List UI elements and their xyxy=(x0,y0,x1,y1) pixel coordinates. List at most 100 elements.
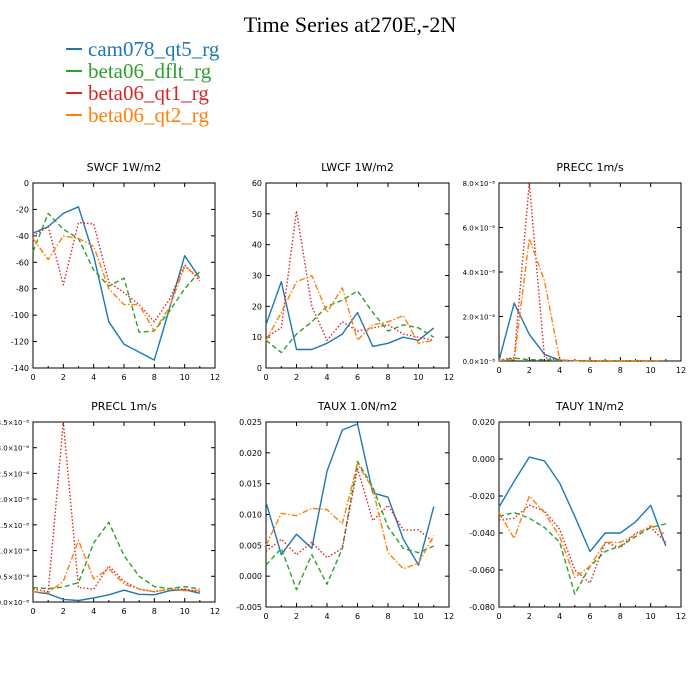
x-tick-label: 8 xyxy=(152,607,157,616)
x-tick-label: 0 xyxy=(30,607,35,616)
series-line-beta06_dflt_rg xyxy=(265,460,435,591)
y-tick-label: 2.0×10⁻⁸ xyxy=(463,314,496,322)
plot-frame xyxy=(32,182,216,369)
x-tick-label: 4 xyxy=(557,366,562,375)
series-line-beta06_dflt_rg xyxy=(32,212,201,333)
x-tick-label: 8 xyxy=(618,612,623,621)
x-tick-label: 12 xyxy=(676,612,686,621)
legend-label: beta06_qt2_rg xyxy=(88,103,209,127)
x-tick-label: 0 xyxy=(496,612,501,621)
y-tick-label: -100 xyxy=(11,311,29,320)
y-tick-label: 0.5×10⁻⁸ xyxy=(0,573,29,581)
series-line-beta06_qt1_rg xyxy=(32,221,201,323)
x-tick-label: 6 xyxy=(121,607,126,616)
x-tick-label: 12 xyxy=(210,373,220,382)
y-tick-label: 20 xyxy=(252,302,262,311)
legend: cam078_qt5_rg beta06_dflt_rg beta06_qt1_… xyxy=(66,38,219,126)
y-tick-label: 0 xyxy=(257,364,262,373)
x-tick-label: 10 xyxy=(180,373,190,382)
y-tick-label: 10 xyxy=(252,333,262,342)
y-tick-label: -120 xyxy=(11,338,29,347)
chart-panel: LWCF 1W/m2 0 2 4 6 8 10 12 0 10 20 30 40 50 60 xyxy=(252,161,454,382)
series-line-cam078_qt5_rg xyxy=(265,423,435,566)
x-tick-label: 10 xyxy=(646,366,656,375)
panel-title: PRECC 1m/s xyxy=(556,161,624,174)
legend-item: beta06_qt2_rg xyxy=(66,104,219,126)
y-tick-label: 0.010 xyxy=(239,511,262,520)
x-tick-label: 6 xyxy=(121,373,126,382)
chart-panel: TAUX 1.0N/m2 0 2 4 6 8 10 12 -0.005 0.000 0.005 0.0… xyxy=(236,400,454,621)
panel-title: TAUY 1N/m2 xyxy=(555,400,624,413)
x-tick-label: 2 xyxy=(294,612,299,621)
y-tick-label: -80 xyxy=(16,285,29,294)
y-tick-label: 0.0×10⁻⁸ xyxy=(0,599,29,607)
y-tick-label: 3.0×10⁻⁸ xyxy=(0,445,29,453)
y-tick-label: 2.5×10⁻⁸ xyxy=(0,470,29,478)
chart-panel: SWCF 1W/m2 0 2 4 6 8 10 12 -140 -120 -100 -80 -60 -40… xyxy=(11,161,220,382)
x-tick-label: 10 xyxy=(646,612,656,621)
y-tick-label: 0.025 xyxy=(239,418,262,427)
x-tick-label: 2 xyxy=(61,373,66,382)
x-tick-label: 4 xyxy=(91,607,96,616)
legend-label: beta06_dflt_rg xyxy=(88,59,212,83)
y-tick-label: 6.0×10⁻⁸ xyxy=(463,225,496,233)
x-tick-label: 8 xyxy=(385,612,390,621)
x-tick-label: 8 xyxy=(385,373,390,382)
y-tick-label: -60 xyxy=(16,258,29,267)
series-line-beta06_dflt_rg xyxy=(32,521,200,590)
y-tick-label: 30 xyxy=(252,272,262,281)
series-line-cam078_qt5_rg xyxy=(265,281,435,351)
chart-panel: PRECC 1m/s 0 2 4 6 8 10 12 0.0×10⁻⁸ 2.0×10⁻⁸ 4.0×1… xyxy=(463,161,687,375)
legend-label: cam078_qt5_rg xyxy=(88,37,220,61)
x-tick-label: 6 xyxy=(587,612,592,621)
y-tick-label: -40 xyxy=(16,232,29,241)
series-line-cam078_qt5_rg xyxy=(32,206,201,361)
x-tick-label: 6 xyxy=(587,366,592,375)
x-tick-label: 10 xyxy=(413,612,423,621)
series-line-beta06_qt2_rg xyxy=(265,463,435,570)
plot-frame xyxy=(498,182,682,362)
x-tick-label: 0 xyxy=(263,612,268,621)
series-line-beta06_qt1_rg xyxy=(265,467,435,559)
y-tick-label: 8.0×10⁻⁸ xyxy=(463,180,496,188)
y-tick-label: 0.020 xyxy=(472,418,495,427)
y-tick-label: -0.060 xyxy=(469,566,495,575)
panel-title: TAUX 1.0N/m2 xyxy=(317,400,398,413)
x-tick-label: 4 xyxy=(324,612,329,621)
series-line-cam078_qt5_rg xyxy=(498,456,667,553)
y-tick-label: -0.005 xyxy=(236,603,262,612)
x-tick-label: 10 xyxy=(413,373,423,382)
x-tick-label: 2 xyxy=(61,607,66,616)
chart-panel: PRECL 1m/s 0 2 4 6 8 10 12 0.0×10⁻⁸ 0.5×10⁻⁸ 1.0×1… xyxy=(0,400,220,616)
series-line-beta06_qt1_rg xyxy=(498,182,666,362)
y-tick-label: 1.0×10⁻⁸ xyxy=(0,548,29,556)
y-tick-label: 3.5×10⁻⁸ xyxy=(0,419,29,427)
legend-line-icon xyxy=(66,92,82,94)
y-tick-label: 0.005 xyxy=(239,541,262,550)
y-tick-label: 0.020 xyxy=(239,449,262,458)
x-tick-label: 8 xyxy=(152,373,157,382)
y-tick-label: -0.080 xyxy=(469,603,495,612)
y-tick-label: 40 xyxy=(252,241,262,250)
y-tick-label: 0.015 xyxy=(239,480,262,489)
plot-frame xyxy=(265,182,450,369)
x-tick-label: 4 xyxy=(91,373,96,382)
series-line-beta06_dflt_rg xyxy=(265,290,435,354)
panel-title: SWCF 1W/m2 xyxy=(87,161,162,174)
x-tick-label: 4 xyxy=(557,612,562,621)
y-tick-label: -0.040 xyxy=(469,529,495,538)
series-line-cam078_qt5_rg xyxy=(32,589,200,602)
series-line-beta06_dflt_rg xyxy=(498,511,666,595)
legend-item: beta06_qt1_rg xyxy=(66,82,219,104)
x-tick-label: 6 xyxy=(355,612,360,621)
x-tick-label: 10 xyxy=(180,607,190,616)
series-line-beta06_qt2_rg xyxy=(498,495,667,579)
series-line-beta06_qt2_rg xyxy=(265,274,434,344)
plot-frame xyxy=(265,421,450,608)
y-tick-label: 0.000 xyxy=(239,572,262,581)
x-tick-label: 0 xyxy=(496,366,501,375)
x-tick-label: 4 xyxy=(324,373,329,382)
chart-panel: TAUY 1N/m2 0 2 4 6 8 10 12 -0.080 -0.060 -0.040 -0.… xyxy=(469,400,686,621)
x-tick-label: 0 xyxy=(30,373,35,382)
